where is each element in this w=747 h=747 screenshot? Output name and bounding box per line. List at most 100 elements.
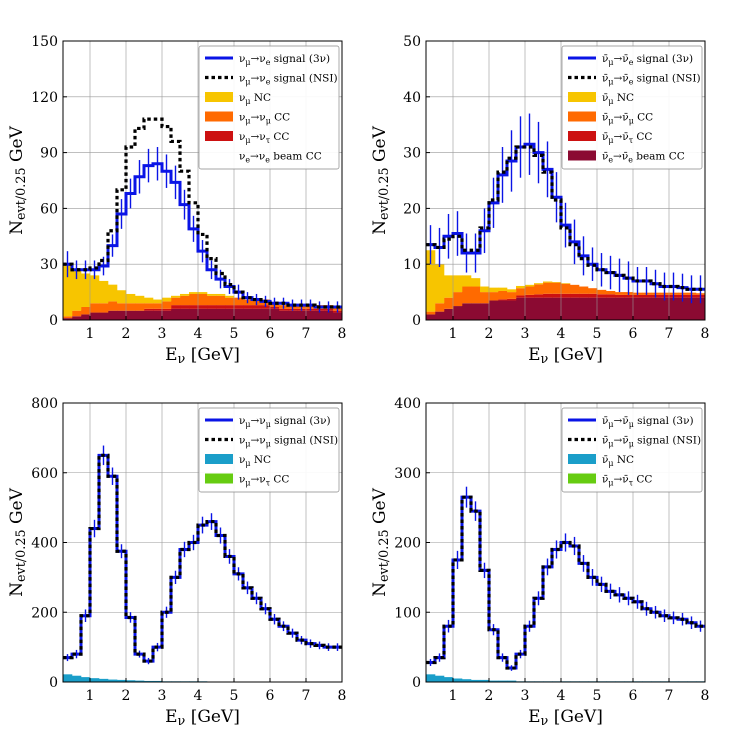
x-tick-label: 6: [266, 688, 275, 704]
stack-bar: [333, 312, 342, 320]
stack-bar: [72, 310, 82, 317]
x-tick-label: 7: [665, 688, 674, 704]
stack-bar: [615, 297, 625, 320]
signal-3nu-line: [426, 495, 705, 670]
stack-bar: [225, 297, 235, 306]
x-tick-label: 5: [230, 688, 239, 704]
stack-bar: [651, 297, 661, 320]
stack-bar: [216, 295, 226, 306]
stack-bar: [633, 294, 643, 298]
stack-bar: [579, 297, 589, 320]
y-tick-label: 0: [49, 675, 58, 691]
stack-bar: [234, 297, 244, 306]
stack-bar: [471, 278, 481, 287]
stack-bar: [144, 297, 154, 304]
stack-bar: [72, 316, 82, 320]
stack-bar: [90, 275, 100, 304]
stack-bar: [207, 305, 217, 309]
nsi-signal-line: [426, 495, 705, 670]
stack-bar: [480, 292, 490, 304]
legend-swatch-fill: [568, 473, 596, 484]
legend-swatch-fill: [205, 92, 233, 102]
stack-bar: [516, 288, 526, 296]
stack-bar: [696, 297, 705, 320]
stack-bar: [426, 311, 436, 315]
stack-bar: [480, 303, 490, 320]
stack-bar: [570, 284, 580, 294]
legend-entry: ν̄μ​→ν̄e​ signal (3ν): [602, 53, 693, 67]
stack-bar: [552, 282, 562, 283]
stack-bar: [135, 310, 145, 320]
stack-bar: [225, 308, 235, 320]
y-tick-label: 600: [31, 466, 58, 482]
stack-bar: [660, 297, 670, 320]
x-tick-label: 5: [230, 326, 239, 342]
stack-bar: [216, 308, 226, 320]
y-axis-label: Nevt/0.25​ GeV: [7, 487, 29, 596]
stack-bar: [153, 308, 163, 311]
legend-box: [561, 45, 703, 170]
x-tick-label: 4: [557, 688, 566, 704]
stack-bar: [207, 295, 217, 306]
x-tick-label: 4: [194, 688, 203, 704]
legend-entry: νμ​ NC: [239, 454, 271, 468]
x-axis-label: Eν​ [GeV]: [165, 345, 240, 367]
stack-bar: [525, 294, 535, 298]
stack-bar: [144, 308, 154, 311]
stack-bar: [180, 305, 190, 309]
stack-bar: [63, 674, 73, 682]
stack-bar: [507, 680, 517, 682]
legend-entry: ν̄μ​→ν̄τ​ CC: [602, 131, 652, 145]
stack-bar: [162, 297, 172, 302]
stack-bar: [144, 680, 154, 682]
stack-bar: [171, 295, 181, 298]
stack-bar: [633, 297, 643, 320]
stack-bar: [552, 282, 562, 294]
legend-entry: ν̄μ​→ν̄μ​ signal (NSI): [602, 435, 701, 449]
y-tick-label: 200: [394, 536, 421, 552]
stack-bar: [624, 294, 634, 298]
legend-entry: νμ​→νe​ signal (NSI): [239, 73, 338, 87]
stack-bar: [516, 285, 526, 289]
stack-bar: [435, 303, 445, 312]
stack-bar: [570, 293, 580, 298]
plot-frame: [62, 40, 343, 321]
stack-bar: [615, 292, 625, 295]
x-axis-label: Eν​ [GeV]: [528, 345, 603, 367]
y-axis-label: Nevt/0.25​ GeV: [370, 125, 392, 234]
stack-bar: [108, 679, 118, 682]
stack-bar: [426, 674, 436, 682]
y-tick-label: 800: [31, 396, 58, 412]
x-tick-label: 3: [521, 326, 530, 342]
legend-entry: ν̄μ​→ν̄μ​ CC: [602, 112, 653, 126]
y-tick-label: 90: [40, 146, 58, 162]
stack-bar: [180, 295, 190, 306]
x-tick-label: 2: [122, 326, 131, 342]
legend-entry: ν̄μ​→ν̄μ​ signal (3ν): [602, 415, 694, 429]
stack-bar: [63, 316, 73, 319]
y-tick-label: 50: [403, 34, 421, 50]
stack-bar: [261, 308, 271, 320]
stack-bar: [207, 308, 217, 320]
legend-swatch-fill: [568, 131, 596, 141]
x-tick-label: 8: [701, 688, 710, 704]
legend-entry: ν̄μ​→ν̄τ​ CC: [602, 474, 652, 488]
stack-bar: [507, 292, 517, 299]
panel-bottom-right: 1 2 3 4 5 6 7 8 0 100 200 300 400 Eν​ [GeV] Nevt/0.25​…: [370, 396, 709, 729]
stack-bar: [117, 679, 127, 682]
legend-swatch-fill: [205, 131, 233, 141]
stack-bar: [588, 293, 598, 298]
x-tick-label: 1: [86, 326, 95, 342]
stack-bar: [498, 300, 508, 320]
x-tick-label: 8: [338, 688, 347, 704]
y-tick-label: 0: [412, 313, 421, 329]
stack-bar: [471, 303, 481, 320]
y-tick-label: 120: [31, 90, 58, 106]
stack-bar: [642, 297, 652, 320]
stack-bar: [561, 283, 571, 294]
stack-bar: [126, 293, 136, 304]
stack-bar: [216, 293, 226, 296]
stack-bar: [678, 297, 688, 320]
stack-bar: [507, 298, 517, 301]
stack-bar: [198, 305, 208, 309]
